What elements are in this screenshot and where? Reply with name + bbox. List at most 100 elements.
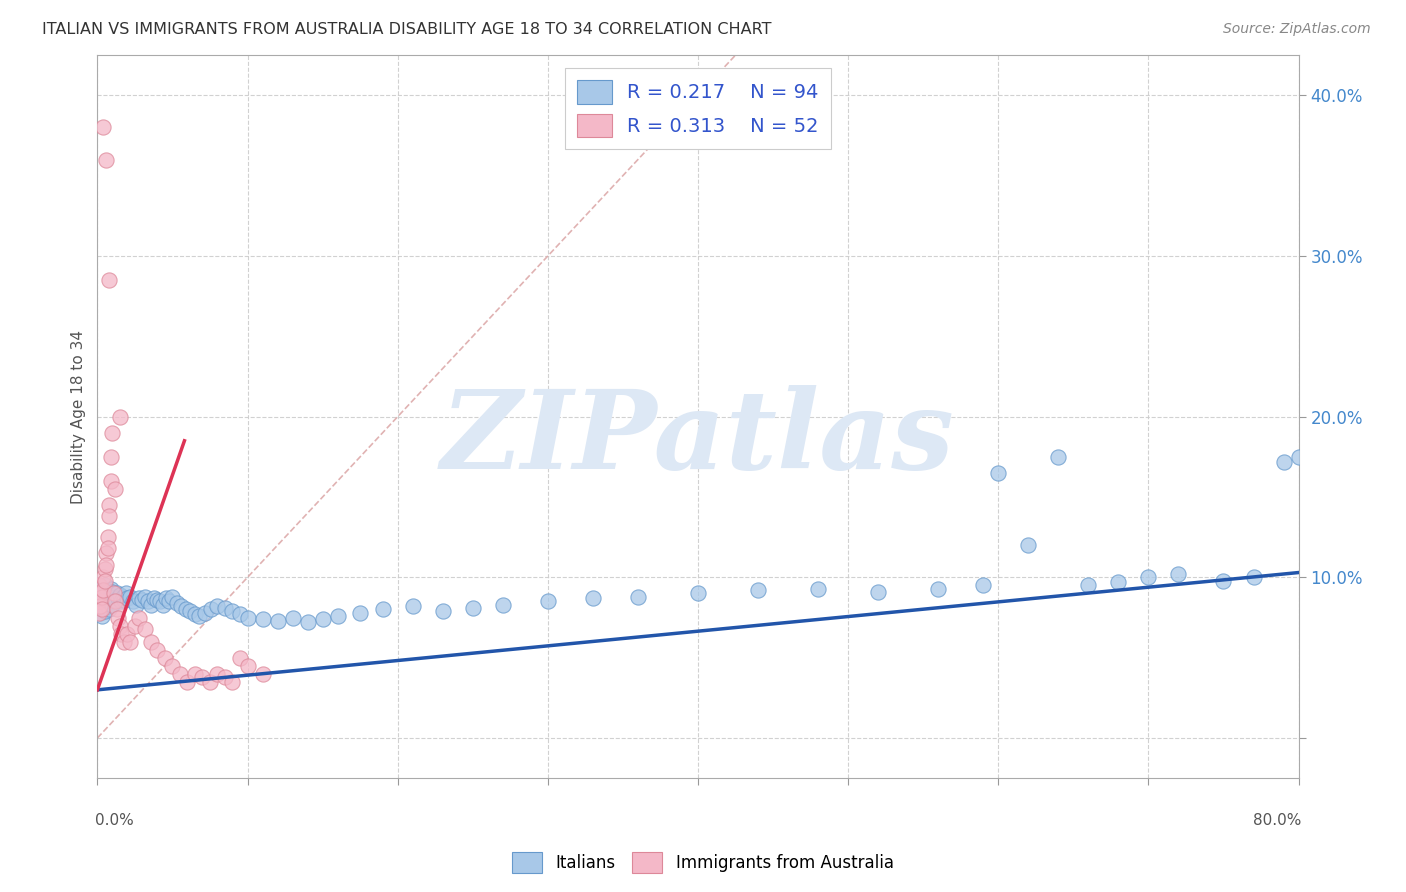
Point <box>1137 570 1160 584</box>
Point <box>1272 455 1295 469</box>
Point <box>108 618 131 632</box>
Point <box>104 592 127 607</box>
Point <box>143 591 166 606</box>
Point <box>124 618 146 632</box>
Point <box>122 594 145 608</box>
Point <box>93 570 115 584</box>
Point <box>93 602 115 616</box>
Point <box>107 610 129 624</box>
Point <box>311 612 333 626</box>
Point <box>98 590 121 604</box>
Point <box>90 598 112 612</box>
Point <box>107 591 129 606</box>
Point <box>326 609 349 624</box>
Point <box>152 598 174 612</box>
Point <box>97 530 120 544</box>
Point <box>120 590 142 604</box>
Point <box>1243 570 1265 584</box>
Point <box>89 599 111 614</box>
Point <box>108 409 131 424</box>
Point <box>89 594 111 608</box>
Point <box>868 584 890 599</box>
Point <box>176 674 198 689</box>
Text: 80.0%: 80.0% <box>1253 813 1302 828</box>
Point <box>987 466 1010 480</box>
Point <box>432 604 454 618</box>
Point <box>128 591 150 606</box>
Point <box>686 586 709 600</box>
Point <box>807 582 830 596</box>
Point <box>461 600 484 615</box>
Point <box>184 607 207 622</box>
Point <box>125 598 148 612</box>
Point <box>582 591 605 606</box>
Point <box>94 604 117 618</box>
Point <box>87 590 110 604</box>
Point <box>170 599 193 614</box>
Point <box>94 578 117 592</box>
Point <box>166 596 188 610</box>
Text: ITALIAN VS IMMIGRANTS FROM AUSTRALIA DISABILITY AGE 18 TO 34 CORRELATION CHART: ITALIAN VS IMMIGRANTS FROM AUSTRALIA DIS… <box>42 22 772 37</box>
Point <box>281 610 304 624</box>
Legend: R = 0.217    N = 94, R = 0.313    N = 52: R = 0.217 N = 94, R = 0.313 N = 52 <box>565 69 831 149</box>
Point <box>90 590 112 604</box>
Point <box>96 546 118 560</box>
Point <box>188 609 211 624</box>
Point <box>184 666 207 681</box>
Point <box>97 541 120 556</box>
Point <box>90 609 112 624</box>
Point <box>89 583 111 598</box>
Point <box>207 599 229 614</box>
Point <box>110 626 132 640</box>
Point <box>100 582 122 596</box>
Point <box>117 626 139 640</box>
Point <box>162 658 184 673</box>
Point <box>179 604 201 618</box>
Point <box>537 594 560 608</box>
Point <box>93 590 115 604</box>
Point <box>104 594 127 608</box>
Point <box>159 594 181 608</box>
Point <box>492 598 515 612</box>
Point <box>93 120 115 135</box>
Point <box>627 590 650 604</box>
Point <box>112 592 135 607</box>
Point <box>1212 574 1234 588</box>
Point <box>236 610 259 624</box>
Point <box>1077 578 1099 592</box>
Point <box>155 591 177 606</box>
Point <box>153 650 176 665</box>
Point <box>214 600 236 615</box>
Point <box>98 273 121 287</box>
Point <box>146 592 169 607</box>
Point <box>200 602 222 616</box>
Point <box>1167 567 1189 582</box>
Point <box>87 578 110 592</box>
Point <box>110 594 132 608</box>
Point <box>138 594 160 608</box>
Point <box>105 602 128 616</box>
Point <box>105 586 128 600</box>
Point <box>101 584 124 599</box>
Point <box>115 586 138 600</box>
Point <box>117 591 139 606</box>
Point <box>100 474 122 488</box>
Point <box>98 498 121 512</box>
Text: ZIPatlas: ZIPatlas <box>441 384 955 492</box>
Text: Source: ZipAtlas.com: Source: ZipAtlas.com <box>1223 22 1371 37</box>
Point <box>94 591 117 606</box>
Text: 0.0%: 0.0% <box>94 813 134 828</box>
Point <box>101 598 124 612</box>
Point <box>108 588 131 602</box>
Point <box>349 606 371 620</box>
Point <box>96 153 118 167</box>
Point <box>141 598 163 612</box>
Point <box>747 583 769 598</box>
Point <box>174 602 197 616</box>
Point <box>134 622 156 636</box>
Point <box>149 594 172 608</box>
Legend: Italians, Immigrants from Australia: Italians, Immigrants from Australia <box>506 846 900 880</box>
Point <box>214 670 236 684</box>
Point <box>97 586 120 600</box>
Point <box>229 607 252 622</box>
